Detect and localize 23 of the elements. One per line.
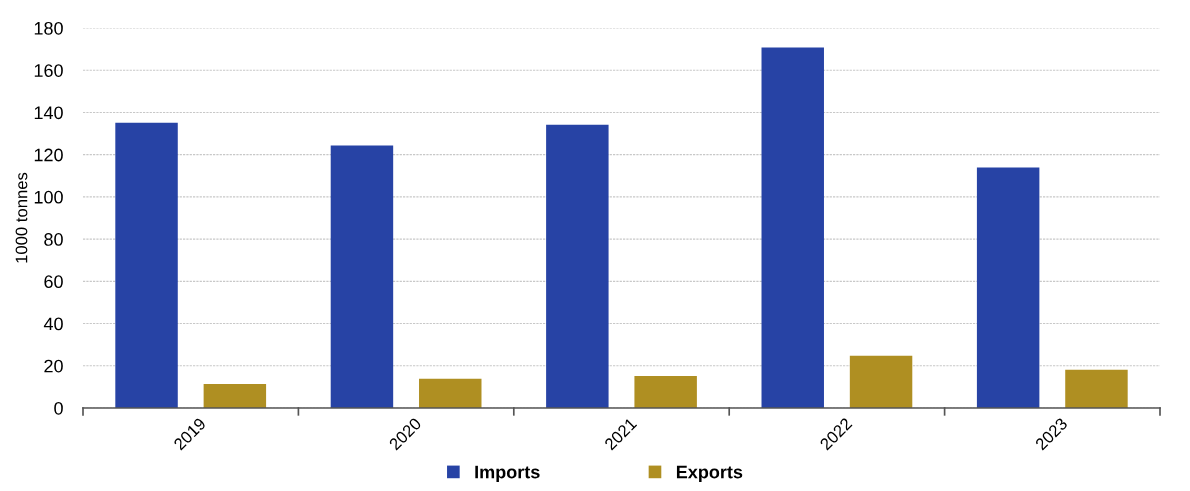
legend-label: Imports <box>475 465 540 482</box>
y-tick-label: 60 <box>44 275 63 289</box>
y-tick-label: 100 <box>34 190 63 204</box>
bar <box>761 47 824 408</box>
y-tick-label: 140 <box>34 106 63 120</box>
y-tick-label: 0 <box>54 401 63 415</box>
y-tick-label: 180 <box>34 21 63 35</box>
bar <box>419 378 482 408</box>
bar <box>330 145 394 408</box>
bar <box>1065 369 1128 408</box>
bar <box>546 124 609 408</box>
y-tick-label: 80 <box>44 233 63 246</box>
legend-label: Exports <box>676 465 743 482</box>
y-axis-title: 1000 tonnes <box>15 172 28 263</box>
bar <box>634 375 697 408</box>
y-tick-label: 160 <box>34 64 63 77</box>
bar <box>849 355 913 408</box>
y-tick-label: 120 <box>34 148 63 162</box>
y-tick-label: 20 <box>44 359 63 373</box>
bar <box>203 383 267 408</box>
bar <box>976 167 1040 408</box>
y-tick-label: 40 <box>43 317 63 331</box>
bar <box>115 122 178 408</box>
